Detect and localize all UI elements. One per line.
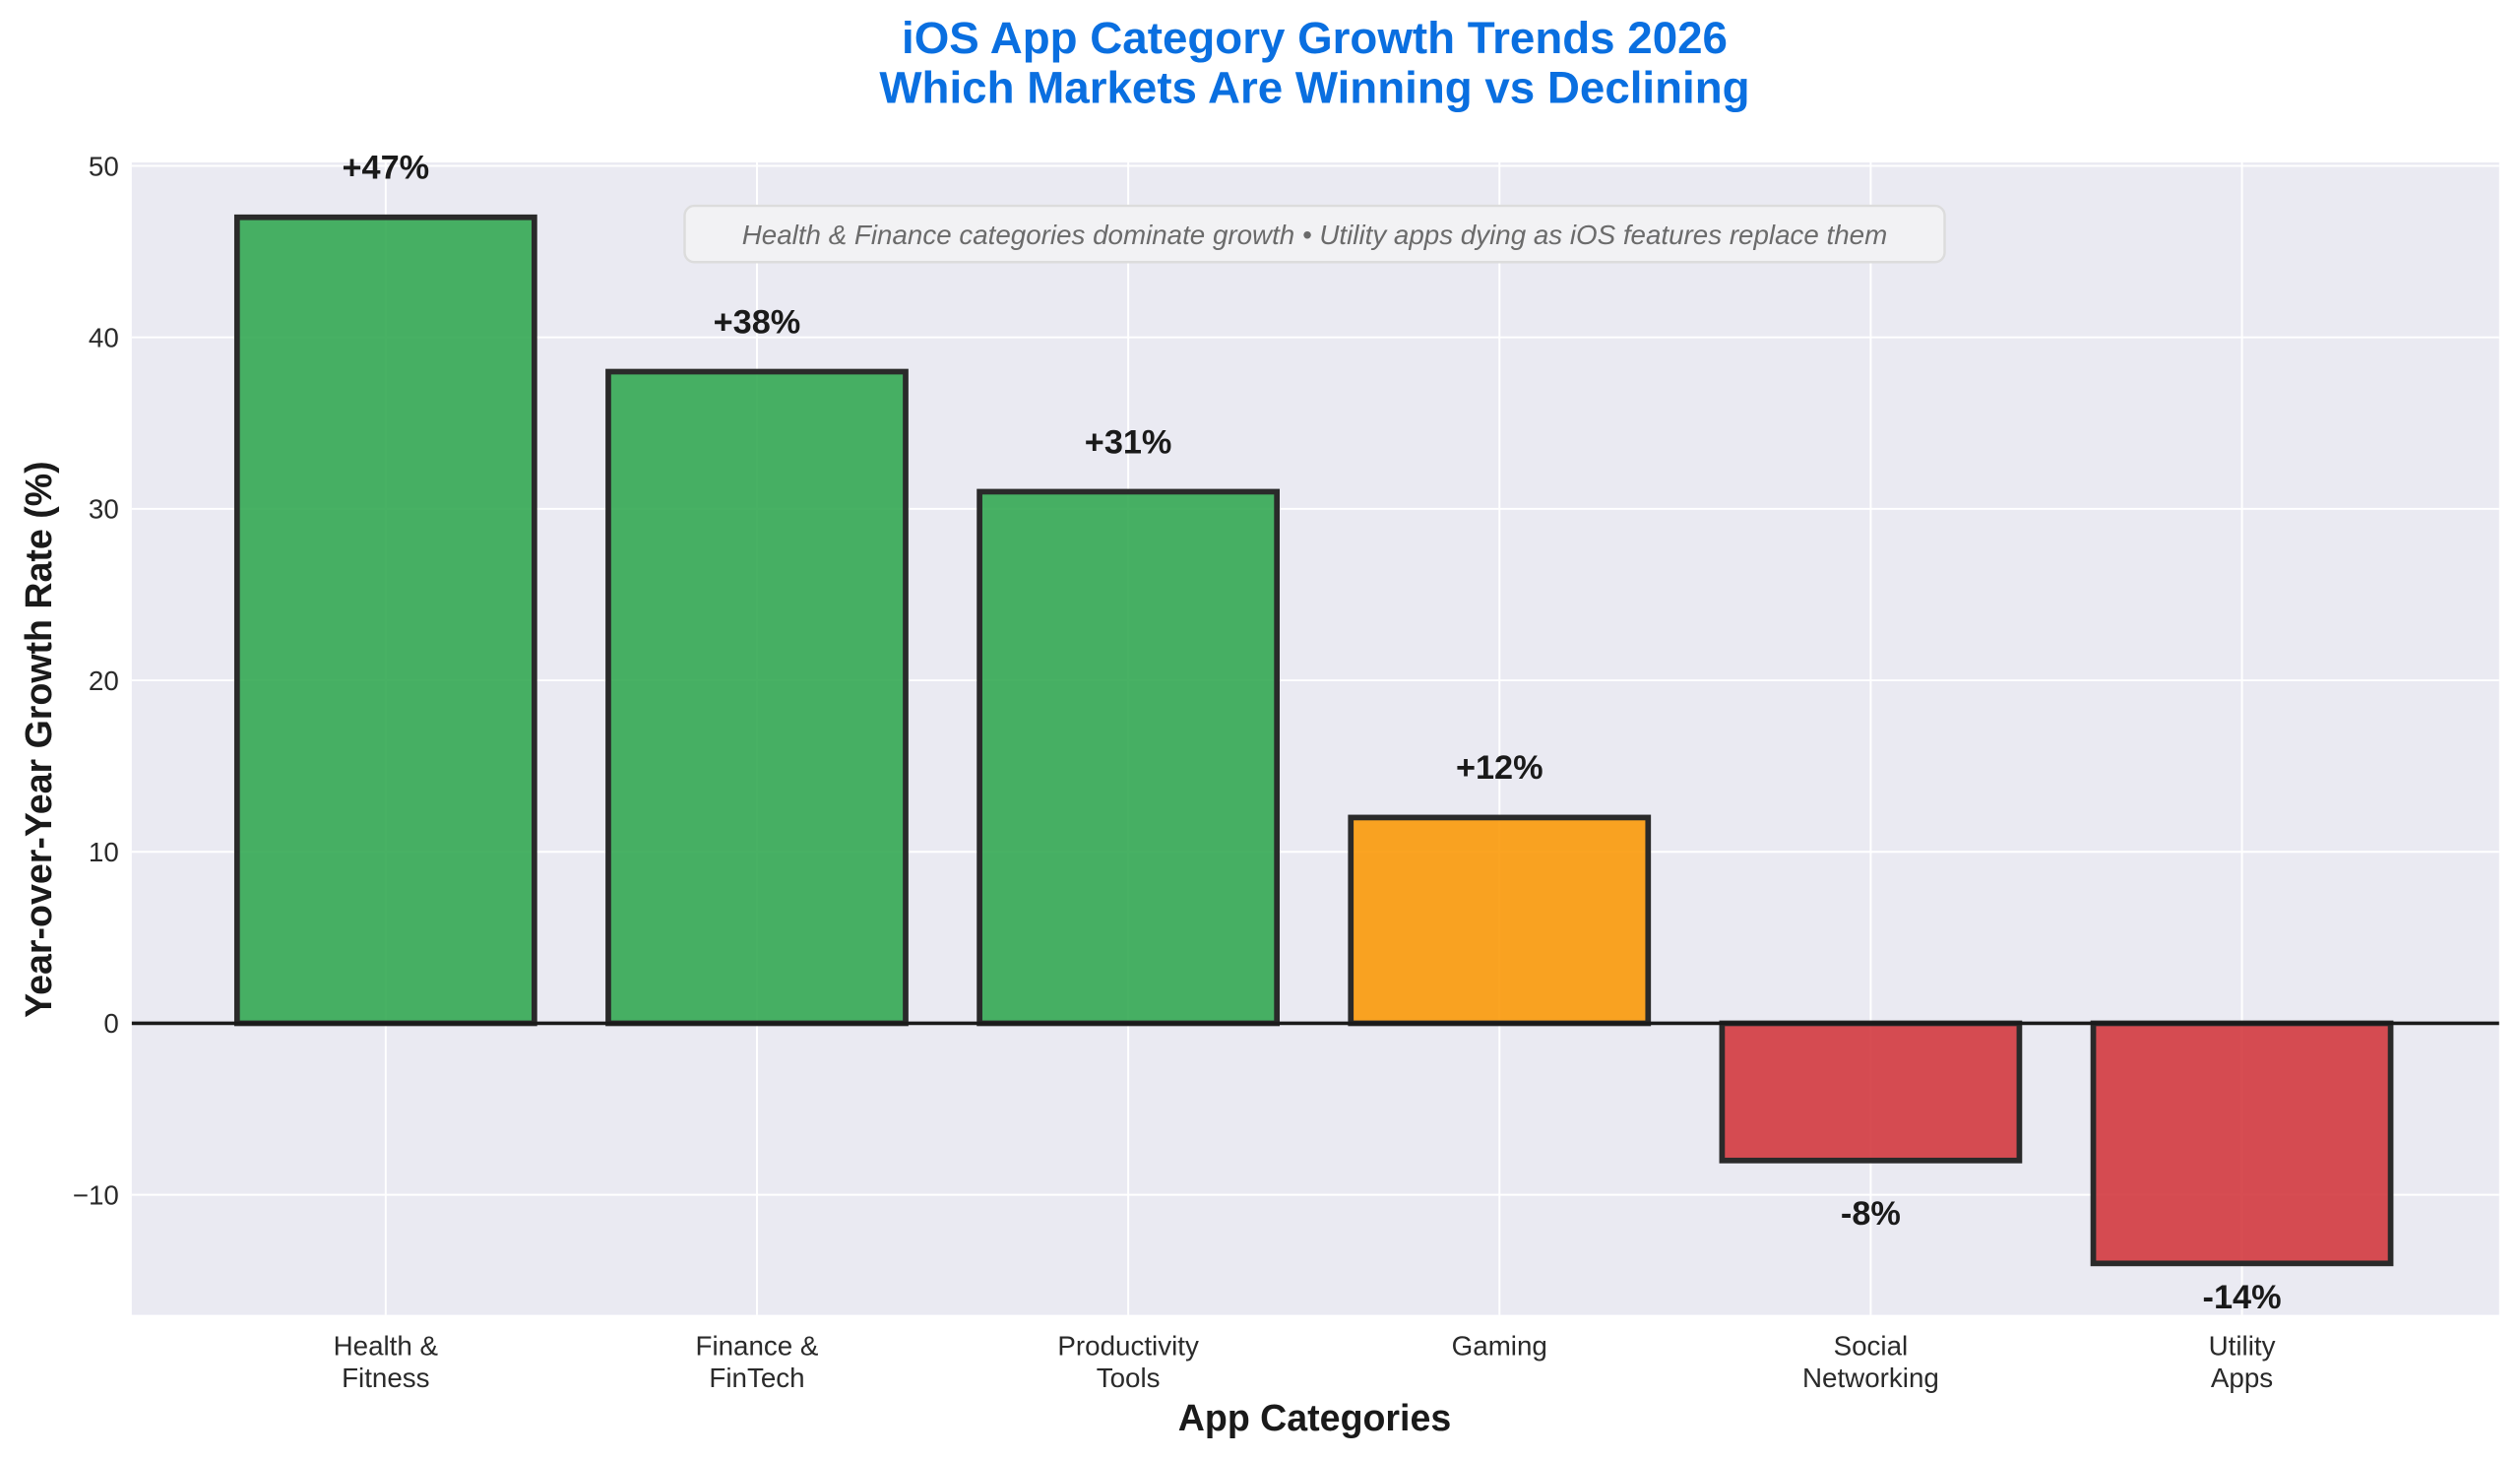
data-label: +31% bbox=[1085, 423, 1172, 461]
annotation-text: Health & Finance categories dominate gro… bbox=[742, 220, 1887, 250]
data-label: +38% bbox=[714, 303, 801, 341]
x-tick-label: Productivity bbox=[1057, 1330, 1199, 1361]
y-tick-label: −10 bbox=[73, 1179, 119, 1210]
data-label: -8% bbox=[1841, 1195, 1901, 1233]
chart-title-line: Which Markets Are Winning vs Declining bbox=[879, 63, 1749, 113]
x-tick-label: Gaming bbox=[1452, 1330, 1547, 1361]
bar bbox=[233, 214, 537, 1027]
y-axis-ticks: −10 0 10 20 30 40 50 bbox=[73, 151, 119, 1210]
bar bbox=[2090, 1020, 2394, 1267]
y-axis-label: Year-over-Year Growth Rate (%) bbox=[18, 461, 59, 1017]
bar bbox=[1719, 1020, 2023, 1164]
bar bbox=[976, 488, 1280, 1027]
x-tick-label: Apps bbox=[2211, 1363, 2273, 1393]
bar bbox=[605, 368, 909, 1027]
x-tick-label: Tools bbox=[1097, 1363, 1161, 1393]
y-tick-label: 50 bbox=[89, 151, 119, 181]
y-tick-label: 40 bbox=[89, 322, 119, 352]
y-tick-label: 30 bbox=[89, 494, 119, 525]
data-labels: +47% +38% +31% +12% -8% -14% bbox=[343, 150, 2282, 1317]
x-tick-label: Networking bbox=[1802, 1363, 1939, 1393]
x-tick-label: Finance & bbox=[696, 1330, 819, 1361]
y-tick-label: 0 bbox=[103, 1008, 118, 1039]
x-tick-label: Utility bbox=[2209, 1330, 2276, 1361]
x-tick-label: Health & bbox=[334, 1330, 439, 1361]
y-tick-label: 20 bbox=[89, 666, 119, 696]
bars bbox=[131, 214, 2499, 1267]
x-axis-label: App Categories bbox=[1178, 1397, 1451, 1438]
chart-title-line: iOS App Category Growth Trends 2026 bbox=[902, 13, 1728, 63]
bar bbox=[1348, 814, 1652, 1027]
data-label: -14% bbox=[2203, 1279, 2282, 1316]
annotation-background bbox=[683, 204, 1946, 264]
x-tick-label: Social bbox=[1834, 1330, 1909, 1361]
y-tick-label: 10 bbox=[89, 837, 119, 867]
annotation-box: Health & Finance categories dominate gro… bbox=[683, 204, 1946, 264]
data-label: +47% bbox=[343, 150, 430, 187]
x-tick-label: FinTech bbox=[709, 1363, 804, 1393]
x-axis-ticks: Health &Fitness Finance &FinTech Productiv… bbox=[334, 1330, 2276, 1393]
data-label: +12% bbox=[1456, 749, 1544, 787]
x-tick-label: Fitness bbox=[342, 1363, 429, 1393]
chart-title: iOS App Category Growth Trends 2026Which… bbox=[879, 13, 1749, 113]
